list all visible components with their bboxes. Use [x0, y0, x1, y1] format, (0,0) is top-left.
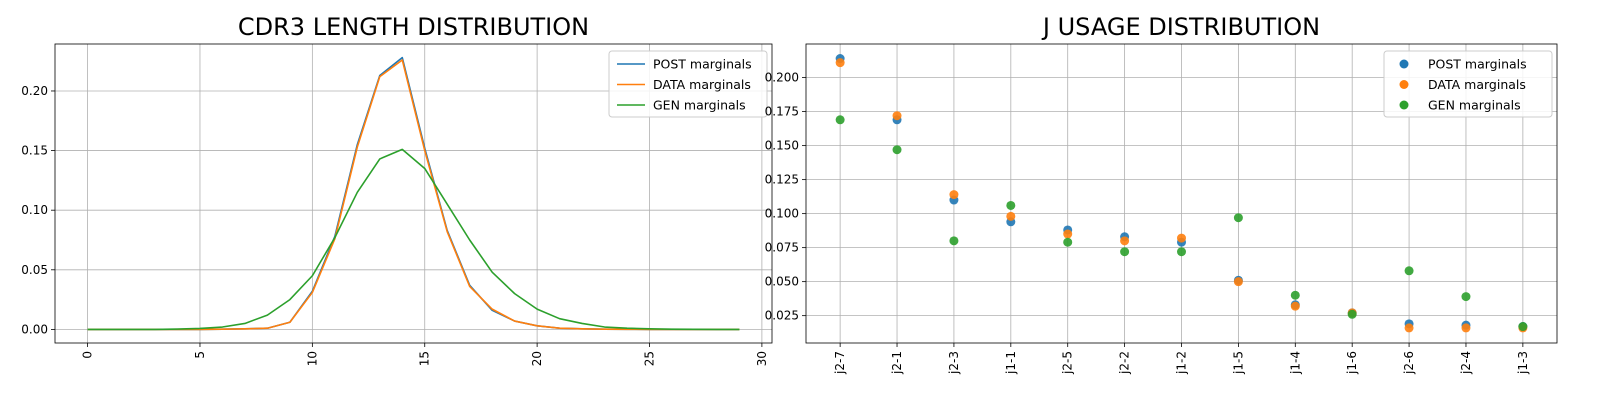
- x-tick-label: j2-7: [833, 351, 847, 375]
- y-tick-label: 0.125: [765, 173, 799, 187]
- legend: POST marginals DATA marginals GEN marginal…: [608, 50, 768, 118]
- x-tick-label: j1-3: [1516, 351, 1530, 375]
- series-group: [835, 54, 1528, 333]
- data-point: [835, 58, 845, 68]
- data-point: [1518, 322, 1528, 332]
- chart-title: CDR3 LENGTH DISTRIBUTION: [238, 13, 589, 41]
- x-tick-label: j1-4: [1288, 351, 1302, 375]
- data-point: [1290, 290, 1300, 300]
- series-group: [87, 56, 740, 331]
- data-point: [892, 145, 902, 155]
- data-point: [1177, 233, 1186, 243]
- data-point: [1461, 292, 1471, 302]
- data-point: [1404, 266, 1414, 276]
- data-point: [1233, 213, 1243, 223]
- legend-label: DATA marginals: [1428, 77, 1526, 92]
- grid: [806, 44, 1557, 343]
- legend-swatch: [1399, 80, 1409, 89]
- legend-label: GEN marginals: [1428, 98, 1521, 113]
- x-tick-label: 25: [643, 351, 657, 366]
- legend: POST marginals DATA marginals GEN marginal…: [1383, 50, 1553, 118]
- y-axis: 0.025 0.050 0.075 0.100 0.125 0.150 0.175 0.200: [765, 71, 806, 323]
- y-tick-label: 0.00: [21, 322, 48, 336]
- x-tick-label: j2-6: [1402, 351, 1416, 375]
- chart-1: 0.00 0.05 0.10 0.15 0.20 0 5 10 15 20 25 30 CDR3 LEN…: [21, 13, 773, 366]
- y-tick-label: 0.15: [21, 144, 48, 158]
- x-tick-label: j2-2: [1118, 351, 1132, 375]
- data-point: [949, 236, 959, 246]
- y-tick-label: 0.10: [21, 203, 48, 217]
- y-tick-label: 0.05: [21, 263, 48, 277]
- x-tick-label: 20: [530, 351, 544, 366]
- y-tick-label: 0.075: [765, 241, 799, 255]
- legend-box: [608, 50, 768, 118]
- x-tick-label: j1-6: [1345, 351, 1359, 375]
- y-tick-label: 0.150: [765, 139, 799, 153]
- x-tick-label: j1-1: [1004, 351, 1018, 375]
- y-axis: 0.00 0.05 0.10 0.15 0.20: [21, 84, 55, 336]
- legend-swatch: [1399, 59, 1409, 69]
- data-point: [1233, 277, 1243, 287]
- data-point: [1404, 323, 1414, 333]
- data-point: [1347, 309, 1357, 319]
- legend-label: POST marginals: [1428, 57, 1527, 72]
- x-tick-label: j2-4: [1459, 351, 1473, 375]
- data-point: [1290, 301, 1300, 311]
- series-line-data-marginals: [87, 59, 740, 331]
- series-line-gen-marginals: [87, 148, 740, 331]
- data-point: [1006, 211, 1016, 221]
- data-point: [892, 111, 902, 121]
- data-point: [1120, 236, 1130, 246]
- x-axis: j2-7 j2-1 j2-3 j1-1 j2-5 j2-2 j1-2 j1-5 j1-4 j1-6…: [833, 343, 1530, 375]
- x-axis: 0 5 10 15 20 25 30: [81, 343, 769, 366]
- x-tick-label: j2-5: [1061, 351, 1075, 375]
- chart-2: 0.025 0.050 0.075 0.100 0.125 0.150 0.175 0.200…: [765, 13, 1558, 375]
- data-point: [1063, 229, 1073, 239]
- data-point: [1120, 247, 1130, 257]
- data-point: [835, 115, 845, 125]
- data-point: [1063, 237, 1073, 247]
- legend-box: [1383, 50, 1553, 118]
- y-tick-label: 0.20: [21, 84, 48, 98]
- y-tick-label: 0.100: [765, 207, 799, 221]
- legend-label: GEN marginals: [653, 98, 746, 113]
- y-tick-label: 0.050: [765, 275, 799, 289]
- legend-label: POST marginals: [653, 57, 752, 72]
- series-points-gen-marginals: [835, 115, 1528, 332]
- x-tick-label: j2-1: [890, 351, 904, 375]
- chart-title: J USAGE DISTRIBUTION: [1041, 13, 1320, 41]
- plot-frame: [54, 43, 773, 344]
- x-tick-label: 5: [193, 351, 207, 359]
- y-tick-label: 0.200: [765, 71, 799, 85]
- x-tick-label: 0: [81, 351, 95, 359]
- legend-label: DATA marginals: [653, 77, 751, 92]
- x-tick-label: j2-3: [947, 351, 961, 375]
- x-tick-label: 30: [755, 351, 769, 366]
- data-point: [1177, 247, 1186, 257]
- x-tick-label: 10: [305, 351, 319, 366]
- y-tick-label: 0.175: [765, 105, 799, 119]
- x-tick-label: j1-2: [1175, 351, 1189, 375]
- data-point: [949, 190, 959, 200]
- y-tick-label: 0.025: [765, 309, 799, 323]
- data-point: [1461, 323, 1471, 333]
- legend-swatch: [1399, 100, 1409, 110]
- x-tick-label: 15: [418, 351, 432, 366]
- data-point: [1006, 200, 1016, 210]
- x-tick-label: j1-5: [1231, 351, 1245, 375]
